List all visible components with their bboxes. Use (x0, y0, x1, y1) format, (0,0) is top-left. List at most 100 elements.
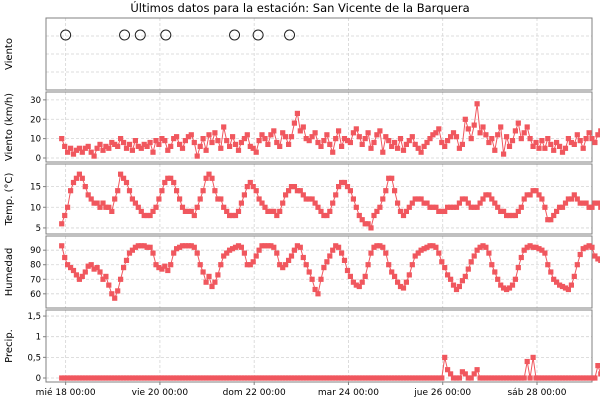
data-point (198, 144, 203, 149)
data-point (436, 251, 441, 256)
data-point (398, 136, 403, 141)
data-point (230, 30, 240, 40)
data-point (201, 136, 206, 141)
panel-1: Viento (4, 18, 592, 90)
data-point (542, 205, 547, 210)
panel-frame (46, 310, 592, 382)
data-point (404, 280, 409, 285)
data-point (289, 134, 294, 139)
data-point (239, 245, 244, 250)
data-point (522, 130, 527, 135)
data-point (127, 142, 132, 147)
data-point (327, 209, 332, 214)
data-point (168, 262, 173, 267)
data-point (466, 126, 471, 131)
data-point (189, 132, 194, 137)
data-point (348, 140, 353, 145)
data-point (313, 130, 318, 135)
data-point (292, 121, 297, 126)
panel-3: 51015Temp. (°C) (4, 164, 600, 234)
data-point (536, 146, 541, 151)
data-point (212, 188, 217, 193)
data-point (504, 134, 509, 139)
data-point (161, 30, 171, 40)
data-point (233, 142, 238, 147)
data-point (531, 355, 536, 360)
data-point (198, 262, 203, 267)
data-point (285, 30, 295, 40)
data-point (215, 272, 220, 277)
data-point (407, 272, 412, 277)
data-point (262, 136, 267, 141)
data-point (195, 154, 200, 159)
data-point (168, 144, 173, 149)
data-point (206, 274, 211, 279)
data-point (472, 123, 477, 128)
data-point (489, 136, 494, 141)
data-point (360, 142, 365, 147)
data-point (174, 134, 179, 139)
data-point (62, 213, 67, 218)
y-tick-label: 80 (30, 261, 41, 271)
y-tick-label: 90 (30, 246, 41, 256)
data-point (195, 251, 200, 256)
data-point (174, 188, 179, 193)
data-point (97, 142, 102, 147)
data-point (115, 188, 120, 193)
data-point (433, 245, 438, 250)
data-point (454, 134, 459, 139)
y-axis-label: Humedad (4, 248, 15, 297)
y-axis-label: Viento (4, 38, 15, 70)
data-point (112, 296, 117, 301)
data-point (436, 126, 441, 131)
data-point (439, 375, 444, 380)
data-point (124, 258, 129, 263)
data-point (442, 355, 447, 360)
data-point (330, 150, 335, 155)
data-point (584, 136, 589, 141)
data-point (528, 136, 533, 141)
data-point (348, 188, 353, 193)
data-point (410, 134, 415, 139)
data-point (112, 196, 117, 201)
data-point (201, 269, 206, 274)
data-point (539, 138, 544, 143)
y-tick-label: 0 (36, 374, 41, 384)
series-line (62, 316, 600, 378)
data-point (368, 225, 373, 230)
data-point (318, 144, 323, 149)
data-point (212, 280, 217, 285)
data-point (310, 277, 315, 282)
chart-title: Últimos datos para la estación: San Vice… (130, 0, 469, 15)
data-point (280, 201, 285, 206)
data-point (277, 209, 282, 214)
data-point (395, 146, 400, 151)
x-axis: mié 18 00:00 vie 20 00:00 dom 22 00:00 mar … (36, 382, 567, 398)
data-point (545, 262, 550, 267)
data-point (271, 245, 276, 250)
data-point (354, 205, 359, 210)
data-point (265, 142, 270, 147)
data-point (572, 142, 577, 147)
data-point (563, 146, 568, 151)
data-point (572, 274, 577, 279)
data-point (463, 117, 468, 122)
data-point (348, 274, 353, 279)
data-point (522, 375, 527, 380)
data-point (513, 277, 518, 282)
data-point (525, 359, 530, 364)
y-axis-label: Temp. (°C) (4, 173, 15, 227)
data-point (486, 251, 491, 256)
data-point (153, 205, 158, 210)
data-point (389, 176, 394, 181)
data-point (528, 375, 533, 380)
data-point (395, 201, 400, 206)
data-point (327, 142, 332, 147)
data-point (80, 176, 85, 181)
data-point (510, 283, 515, 288)
data-point (587, 130, 592, 135)
data-point (368, 251, 373, 256)
data-point (209, 140, 214, 145)
data-point (475, 101, 480, 106)
data-point (301, 124, 306, 129)
